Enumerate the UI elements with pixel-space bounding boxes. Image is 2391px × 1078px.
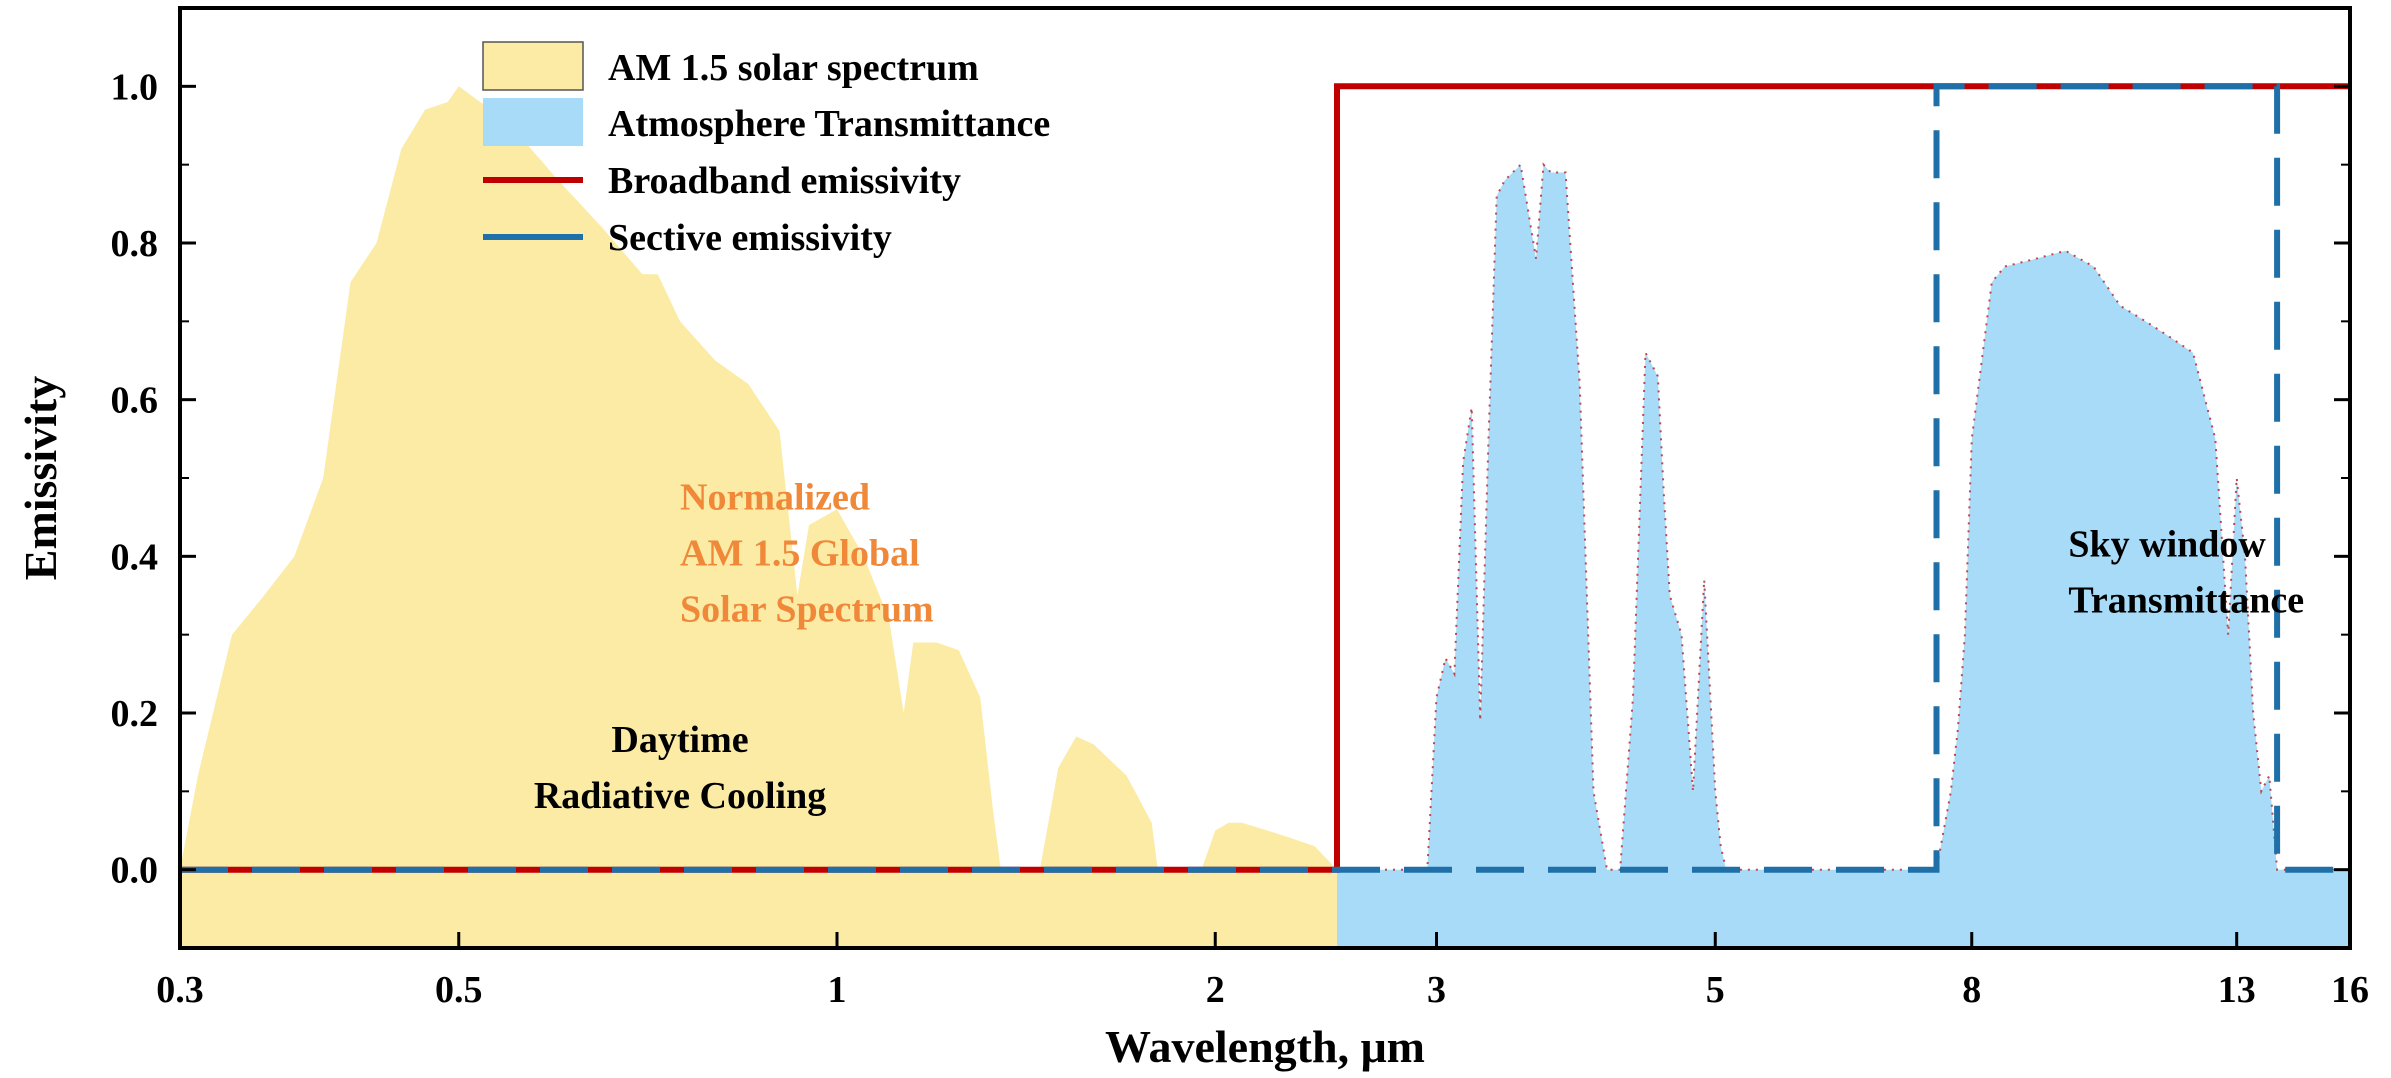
x-tick-label: 5 <box>1706 969 1725 1011</box>
annotation-line: Sky window <box>2068 523 2266 565</box>
annotation-2: Sky window Transmittance <box>2068 523 2304 621</box>
legend-swatch-atmosphere <box>483 98 583 146</box>
x-tick-label: 13 <box>2218 969 2256 1011</box>
y-axis-title: Emissivity <box>15 376 66 580</box>
legend: AM 1.5 solar spectrum Atmosphere Transmi… <box>482 41 1050 259</box>
y-tick-label: 0.4 <box>111 536 159 578</box>
y-tick-label: 0.0 <box>111 850 159 892</box>
x-tick-label: 0.5 <box>435 969 483 1011</box>
x-tick-label: 2 <box>1206 969 1225 1011</box>
annotation-line: AM 1.5 Global <box>680 532 920 574</box>
annotation-line: Normalized <box>680 476 870 518</box>
x-tick-label: 1 <box>828 969 847 1011</box>
x-tick-label: 3 <box>1427 969 1446 1011</box>
y-tick-label: 0.8 <box>111 223 159 265</box>
legend-label-broadband: Broadband emissivity <box>608 160 961 202</box>
x-tick-label: 8 <box>1962 969 1981 1011</box>
legend-label-solar: AM 1.5 solar spectrum <box>608 47 979 89</box>
annotation-1: Daytime Radiative Cooling <box>534 719 826 817</box>
y-tick-label: 0.2 <box>111 693 159 735</box>
x-tick-label: 16 <box>2331 969 2369 1011</box>
line-selective-emissivity <box>180 83 2350 873</box>
annotation-line: Transmittance <box>2068 579 2304 621</box>
annotation-line: Solar Spectrum <box>680 588 934 630</box>
annotation-0: Normalized AM 1.5 Global Solar Spectrum <box>680 476 934 630</box>
y-tick-label: 0.6 <box>111 380 159 422</box>
y-tick-label: 1.0 <box>111 66 159 108</box>
annotation-line: Daytime <box>611 719 748 761</box>
annotation-line: Radiative Cooling <box>534 775 826 817</box>
area-atmosphere-transmittance <box>1337 164 2350 948</box>
legend-label-selective: Sective emissivity <box>608 217 892 259</box>
area-solar-spectrum <box>180 86 1337 948</box>
x-axis-title: Wavelength, μm <box>1105 1021 1425 1072</box>
legend-swatch-solar <box>482 41 584 91</box>
legend-label-atmosphere: Atmosphere Transmittance <box>608 103 1050 145</box>
x-tick-label: 0.3 <box>156 969 204 1011</box>
